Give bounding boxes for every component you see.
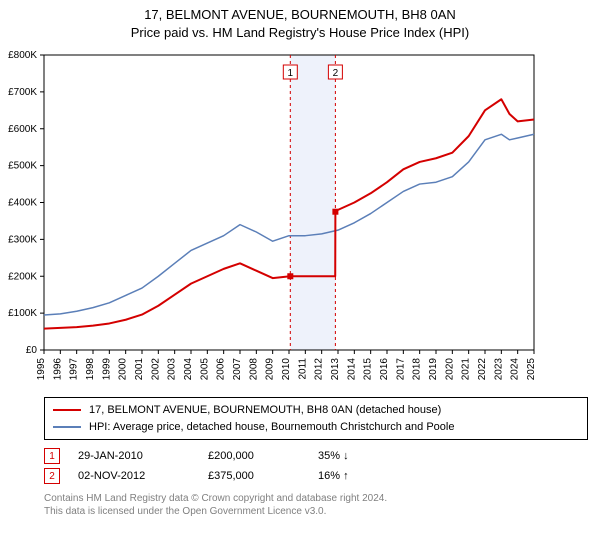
svg-text:2000: 2000 (118, 358, 129, 381)
footer-attribution: Contains HM Land Registry data © Crown c… (44, 492, 588, 518)
legend-swatch-red (53, 409, 81, 411)
legend-swatch-blue (53, 426, 81, 428)
datapoint-row: 2 02-NOV-2012 £375,000 16% ↑ (44, 466, 588, 486)
svg-text:2006: 2006 (216, 358, 227, 381)
legend-label: HPI: Average price, detached house, Bour… (89, 419, 454, 436)
datapoint-table: 1 29-JAN-2010 £200,000 35% ↓ 2 02-NOV-20… (44, 446, 588, 486)
svg-text:2004: 2004 (183, 358, 194, 381)
svg-text:2008: 2008 (248, 358, 259, 381)
datapoint-price: £200,000 (208, 450, 318, 462)
svg-text:£500K: £500K (8, 161, 37, 172)
svg-text:1: 1 (288, 68, 294, 79)
svg-text:1998: 1998 (85, 358, 96, 381)
datapoint-pct: 16% ↑ (318, 470, 388, 482)
marker-icon: 2 (44, 468, 60, 484)
svg-text:2017: 2017 (395, 358, 406, 381)
datapoint-pct: 35% ↓ (318, 450, 388, 462)
svg-text:2012: 2012 (314, 358, 325, 381)
svg-text:2011: 2011 (297, 358, 308, 380)
svg-text:1997: 1997 (69, 358, 80, 381)
svg-text:£100K: £100K (8, 308, 37, 319)
legend-item-property: 17, BELMONT AVENUE, BOURNEMOUTH, BH8 0AN… (53, 402, 579, 419)
svg-text:2007: 2007 (232, 358, 243, 381)
svg-text:£400K: £400K (8, 198, 37, 209)
svg-text:2020: 2020 (444, 358, 455, 381)
chart-title-block: 17, BELMONT AVENUE, BOURNEMOUTH, BH8 0AN… (0, 0, 600, 41)
svg-text:2023: 2023 (493, 358, 504, 381)
svg-text:2014: 2014 (346, 358, 357, 381)
svg-text:2002: 2002 (150, 358, 161, 381)
svg-text:1996: 1996 (52, 358, 63, 381)
datapoint-row: 1 29-JAN-2010 £200,000 35% ↓ (44, 446, 588, 466)
svg-text:2013: 2013 (330, 358, 341, 381)
svg-text:£200K: £200K (8, 271, 37, 282)
svg-text:1999: 1999 (101, 358, 112, 381)
svg-text:2024: 2024 (510, 358, 521, 381)
title-subtitle: Price paid vs. HM Land Registry's House … (0, 24, 600, 42)
svg-text:2018: 2018 (412, 358, 423, 381)
svg-text:£800K: £800K (8, 50, 37, 61)
svg-text:2005: 2005 (199, 358, 210, 381)
legend-label: 17, BELMONT AVENUE, BOURNEMOUTH, BH8 0AN… (89, 402, 441, 419)
svg-text:2001: 2001 (134, 358, 145, 381)
svg-text:£700K: £700K (8, 87, 37, 98)
svg-text:£0: £0 (26, 345, 38, 356)
svg-text:2019: 2019 (428, 358, 439, 381)
svg-text:2021: 2021 (461, 358, 472, 381)
svg-text:2: 2 (333, 68, 339, 79)
footer-line: This data is licensed under the Open Gov… (44, 505, 588, 518)
svg-text:£300K: £300K (8, 234, 37, 245)
datapoint-price: £375,000 (208, 470, 318, 482)
legend-item-hpi: HPI: Average price, detached house, Bour… (53, 419, 579, 436)
svg-text:2022: 2022 (477, 358, 488, 381)
svg-text:2003: 2003 (167, 358, 178, 381)
title-address: 17, BELMONT AVENUE, BOURNEMOUTH, BH8 0AN (0, 6, 600, 24)
legend: 17, BELMONT AVENUE, BOURNEMOUTH, BH8 0AN… (44, 397, 588, 440)
svg-text:2025: 2025 (526, 358, 537, 381)
svg-text:2010: 2010 (281, 358, 292, 381)
datapoint-date: 02-NOV-2012 (78, 470, 208, 482)
svg-text:2016: 2016 (379, 358, 390, 381)
marker-icon: 1 (44, 448, 60, 464)
svg-text:£600K: £600K (8, 124, 37, 135)
price-chart: £0 £100K £200K £300K £400K £500K £600K £700K £80… (0, 47, 600, 387)
footer-line: Contains HM Land Registry data © Crown c… (44, 492, 588, 505)
svg-text:2009: 2009 (265, 358, 276, 381)
svg-text:1995: 1995 (36, 358, 47, 381)
svg-text:2015: 2015 (363, 358, 374, 381)
datapoint-date: 29-JAN-2010 (78, 450, 208, 462)
